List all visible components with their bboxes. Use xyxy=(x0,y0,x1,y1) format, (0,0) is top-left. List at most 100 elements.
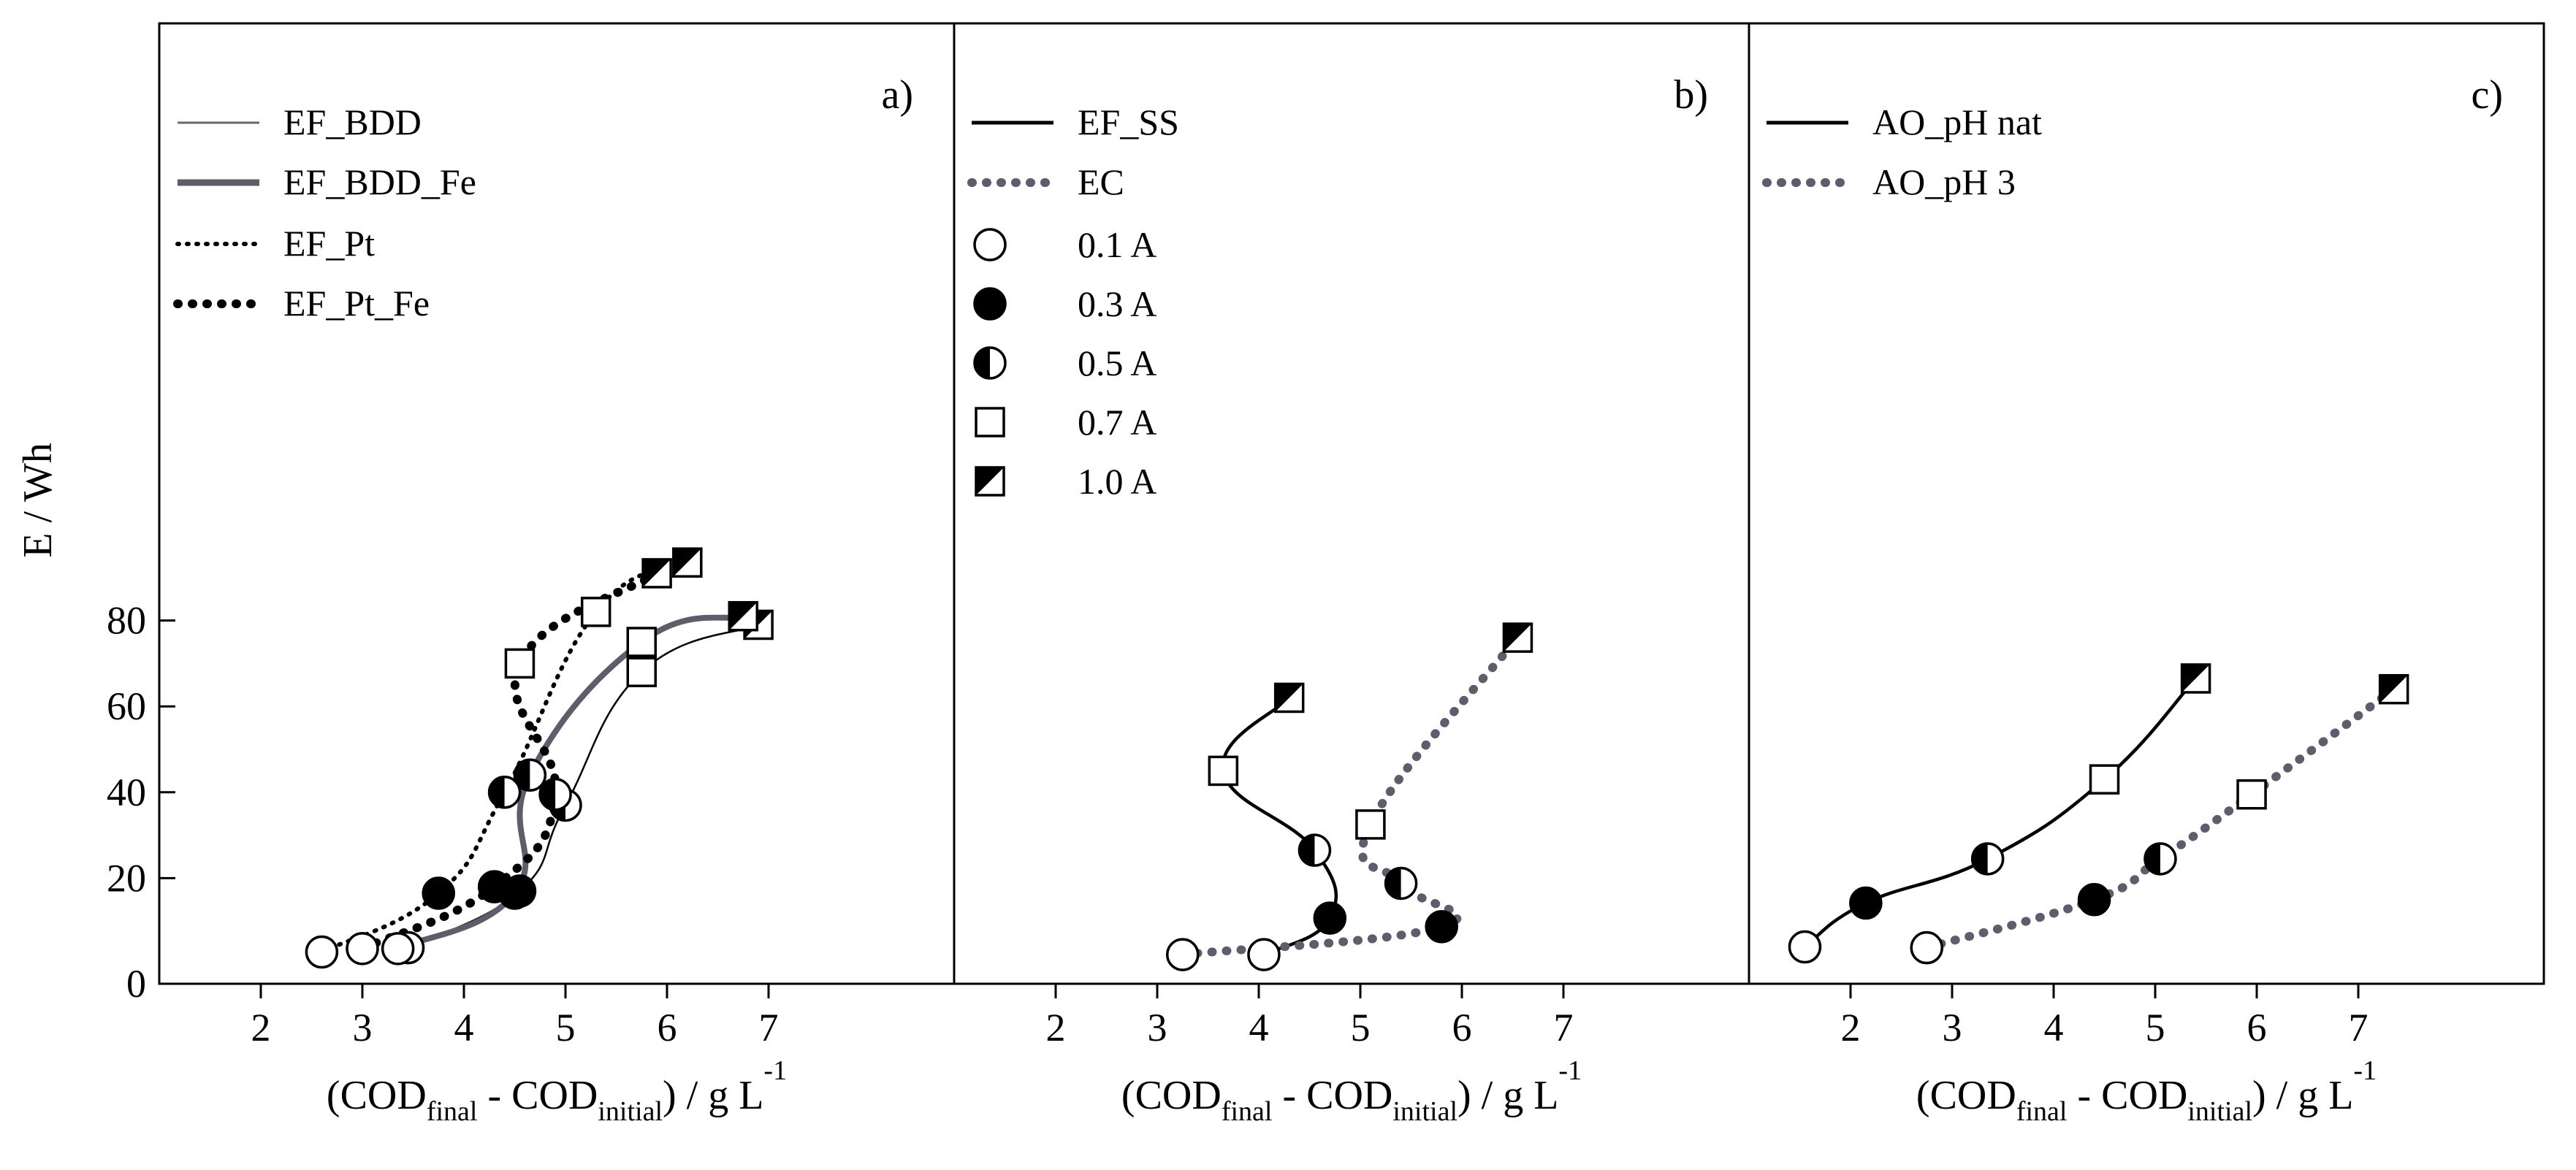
x-tick-label: 4 xyxy=(2044,1006,2064,1049)
point-marker-1.0A-fill xyxy=(2379,675,2408,703)
y-axis-title: E / Wh xyxy=(15,443,61,558)
x-tick-label: 3 xyxy=(1943,1006,1962,1049)
point-marker-1.0A-fill xyxy=(643,559,671,587)
panel-a-x-axis-title: (CODfinal - CODinitial) / g L-1 xyxy=(327,1055,787,1127)
point-marker-0.7A xyxy=(975,407,1005,437)
point-marker-0.3A xyxy=(422,876,455,910)
point-marker-1.0A-fill xyxy=(1504,624,1532,652)
legend-label-ec: EC xyxy=(1078,161,1124,202)
panel-a-x-ticks: 2 3 4 5 6 7 xyxy=(251,984,779,1049)
legend-label-ef-ss: EF_SS xyxy=(1078,102,1179,142)
x-tick-label: 2 xyxy=(1841,1006,1861,1049)
x-axis-title-part: initial xyxy=(2187,1096,2252,1127)
x-tick-label: 3 xyxy=(1148,1006,1167,1049)
panel-b-label: b) xyxy=(1674,72,1708,118)
y-axis-ticks: 0 20 40 60 80 xyxy=(107,599,175,1006)
point-marker-0.5A-fill xyxy=(540,779,556,810)
y-tick-label: 40 xyxy=(107,771,146,814)
point-marker-0.3A xyxy=(973,287,1007,321)
x-axis-title-part: initial xyxy=(598,1096,663,1127)
point-marker-0.5A-fill xyxy=(489,776,505,808)
x-tick-label: 7 xyxy=(759,1006,779,1049)
x-axis-title-part: (COD xyxy=(327,1073,427,1118)
point-marker-0.1A xyxy=(973,228,1007,261)
point-marker-0.7A xyxy=(580,597,611,627)
panel-c-legend: AO_pH nat AO_pH 3 xyxy=(1762,102,2042,202)
point-marker-0.7A xyxy=(626,657,657,687)
x-axis-title-part: final xyxy=(2016,1096,2068,1127)
series-line-ef-bdd xyxy=(407,624,759,949)
x-axis-title-part: - COD xyxy=(1272,1073,1392,1118)
point-marker-0.5A-fill xyxy=(1299,835,1315,866)
x-axis-title-part: ) / g L xyxy=(2252,1073,2353,1118)
series-line-ef-pt-fe xyxy=(358,568,662,953)
point-marker-0.1A xyxy=(346,932,379,966)
panel-b-legend: EF_SS EC 0.1 A 0.3 A 0.5 A 0.7 A 1.0 A xyxy=(967,102,1179,502)
point-marker-0.7A xyxy=(1355,809,1386,840)
point-marker-0.3A xyxy=(1425,910,1458,944)
legend-label-ao-ph-nat: AO_pH nat xyxy=(1872,102,2042,142)
x-axis-title-part: (COD xyxy=(1121,1073,1222,1118)
marker-legend-label: 0.1 A xyxy=(1078,224,1156,265)
x-tick-label: 6 xyxy=(2247,1006,2267,1049)
point-marker-0.3A xyxy=(2077,883,2111,917)
x-tick-label: 6 xyxy=(658,1006,677,1049)
x-tick-label: 4 xyxy=(1249,1006,1269,1049)
x-axis-title-part: final xyxy=(1222,1096,1273,1127)
x-tick-label: 7 xyxy=(2349,1006,2369,1049)
panel-c-label: c) xyxy=(2471,72,2503,118)
x-tick-label: 2 xyxy=(1046,1006,1066,1049)
point-marker-0.7A xyxy=(626,627,657,657)
panel-a-label: a) xyxy=(881,72,913,118)
point-marker-1.0A-fill xyxy=(673,548,701,577)
y-tick-label: 60 xyxy=(107,684,146,728)
point-marker-1.0A-fill xyxy=(1275,684,1303,712)
panel-b-x-axis-title: (CODfinal - CODinitial) / g L-1 xyxy=(1121,1055,1582,1127)
point-marker-0.1A xyxy=(1247,938,1281,971)
x-tick-label: 5 xyxy=(1351,1006,1371,1049)
panel-b-x-ticks: 2 3 4 5 6 7 xyxy=(1046,984,1574,1049)
point-marker-0.7A xyxy=(2236,779,2267,810)
point-marker-0.1A xyxy=(305,935,339,969)
series-line-ec xyxy=(1178,633,1523,960)
panel-c-plot-area xyxy=(1788,663,2409,965)
panel-c-x-axis-title: (CODfinal - CODinitial) / g L-1 xyxy=(1916,1055,2377,1127)
point-marker-0.3A xyxy=(477,870,511,903)
panel-b: b) 2 3 4 5 6 7 (CODfinal - CODinitial) / g L-… xyxy=(953,22,1750,1127)
x-tick-label: 5 xyxy=(2146,1006,2165,1049)
x-tick-label: 4 xyxy=(454,1006,474,1049)
point-marker-0.7A xyxy=(504,648,536,679)
x-axis-title-part: ) / g L xyxy=(1457,1073,1558,1118)
x-axis-title-part: (COD xyxy=(1916,1073,2016,1118)
panel-a-frame xyxy=(158,22,956,985)
series-line-ef-pt xyxy=(319,560,690,955)
legend-label-ao-ph-3: AO_pH 3 xyxy=(1872,161,2016,202)
panel-a-plot-area xyxy=(305,547,774,969)
point-marker-0.5A-fill xyxy=(514,760,530,791)
x-axis-title-part: ) / g L xyxy=(663,1073,763,1118)
point-marker-0.5A-fill xyxy=(975,348,990,378)
point-marker-0.5A-fill xyxy=(1385,868,1401,899)
x-axis-title-part: initial xyxy=(1392,1096,1457,1127)
legend-label-ef-pt-fe: EF_Pt_Fe xyxy=(283,283,430,324)
series-line-ao-ph-3 xyxy=(1922,684,2398,952)
x-axis-title-part: -1 xyxy=(1558,1055,1582,1086)
x-tick-label: 5 xyxy=(556,1006,576,1049)
x-tick-label: 7 xyxy=(1554,1006,1574,1049)
marker-legend-label: 0.7 A xyxy=(1078,402,1156,443)
marker-legend-label: 1.0 A xyxy=(1078,461,1156,502)
panel-a: a) 2 3 4 5 6 7 (CODfinal - CODinitial) / g L-… xyxy=(158,22,956,1127)
point-marker-0.1A xyxy=(1166,938,1200,971)
point-marker-0.1A xyxy=(381,932,415,966)
point-marker-1.0A-fill xyxy=(2181,664,2210,692)
x-axis-title-part: - COD xyxy=(477,1073,598,1118)
x-axis-title-part: final xyxy=(427,1096,478,1127)
point-marker-0.3A xyxy=(1313,901,1347,935)
x-axis-title-part: -1 xyxy=(763,1055,787,1086)
marker-legend: 0.1 A 0.3 A 0.5 A 0.7 A 1.0 A xyxy=(973,224,1156,502)
point-marker-0.3A xyxy=(1849,886,1883,920)
panel-c-x-ticks: 2 3 4 5 6 7 xyxy=(1841,984,2369,1049)
panel-b-plot-area xyxy=(1166,622,1533,971)
x-axis-title-part: - COD xyxy=(2067,1073,2187,1118)
